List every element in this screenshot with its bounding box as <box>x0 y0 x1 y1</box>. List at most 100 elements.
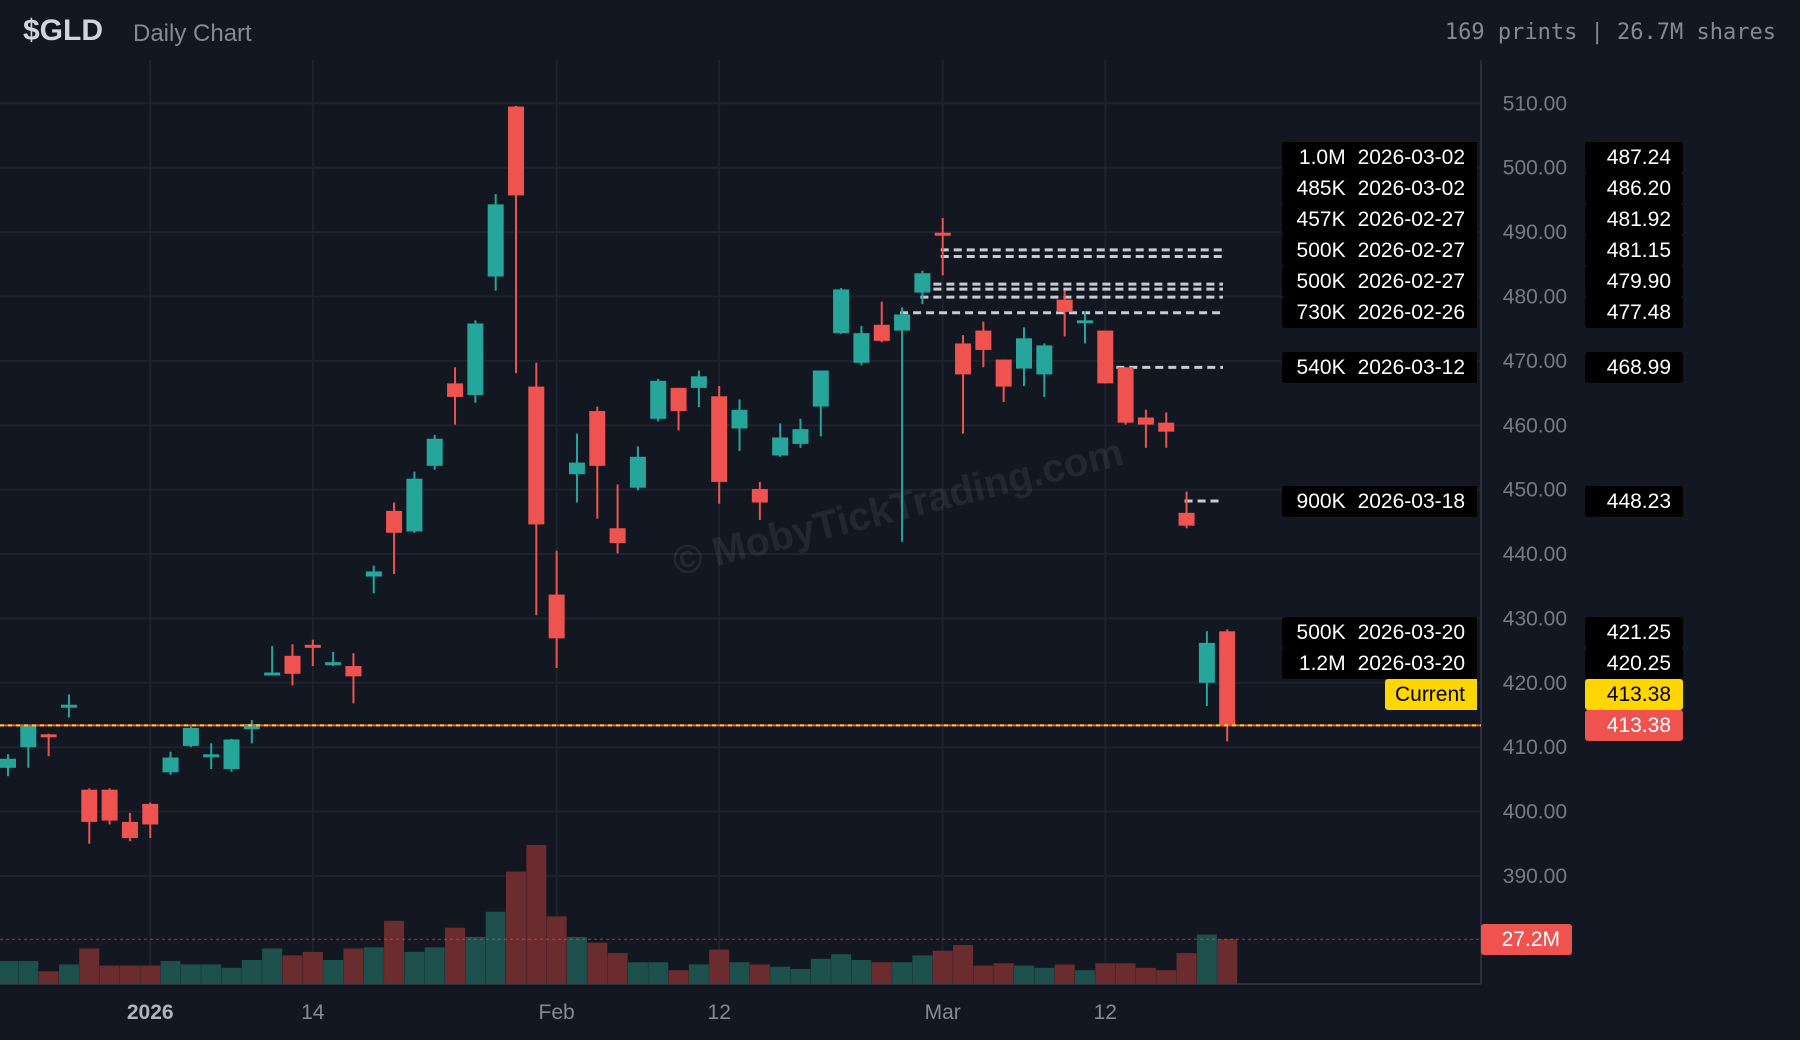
chart-subtitle: Daily Chart <box>133 20 252 47</box>
candle-body <box>406 478 423 532</box>
candle-body <box>1137 417 1154 425</box>
current-label: Current <box>1385 678 1477 710</box>
block-size: 457K <box>1296 208 1346 232</box>
volume-bar <box>485 911 506 984</box>
x-tick-label: Mar <box>925 1001 961 1024</box>
volume-bar <box>404 951 425 984</box>
volume-bar <box>506 871 526 984</box>
candle-body <box>264 672 281 676</box>
y-tick-label: 410.00 <box>1503 736 1567 759</box>
candle-body <box>1178 512 1195 526</box>
candle-body <box>1198 642 1215 683</box>
candle-body <box>1036 345 1053 375</box>
volume-bar <box>790 969 811 984</box>
candle-body <box>670 387 687 412</box>
watermark: © MobyTickTrading.com <box>668 430 1127 584</box>
candle-body <box>833 289 850 334</box>
y-tick-label: 450.00 <box>1503 479 1567 502</box>
candle-body <box>142 803 159 825</box>
block-size: 500K <box>1296 270 1346 294</box>
candle-body <box>40 734 57 738</box>
volume-bar <box>770 966 791 984</box>
candle-body <box>386 510 403 533</box>
volume-bar <box>38 971 59 984</box>
volume-bar <box>871 962 892 984</box>
block-print-price: 420.25 <box>1585 647 1683 679</box>
block-size: 540K <box>1296 355 1346 379</box>
volume-bar <box>384 920 405 984</box>
volume-bar <box>729 962 750 984</box>
x-tick-label: 12 <box>708 1001 731 1024</box>
block-print-label: 500K 2026-03-20 <box>1282 616 1477 648</box>
volume-bar <box>58 964 79 984</box>
volume-bar <box>851 959 872 984</box>
volume-bar <box>445 927 466 984</box>
candle-body <box>711 396 728 482</box>
volume-bar <box>1135 967 1156 984</box>
volume-bar <box>79 948 100 984</box>
block-date: 2026-03-20 <box>1357 620 1465 644</box>
volume-bar <box>221 967 242 984</box>
volume-bar <box>282 955 303 984</box>
volume-bar <box>262 948 283 984</box>
block-date: 2026-03-02 <box>1357 177 1465 201</box>
volume-bar <box>993 963 1014 984</box>
volume-label: 27.2M <box>1481 924 1572 956</box>
y-tick-label: 460.00 <box>1503 414 1567 437</box>
block-print-label: 500K 2026-02-27 <box>1282 235 1477 267</box>
block-print-price: 477.48 <box>1585 297 1683 329</box>
candle-body <box>1158 422 1175 432</box>
last-price-label: 413.38 <box>1585 709 1683 741</box>
candle-body <box>101 789 118 821</box>
candle-body <box>487 204 504 277</box>
volume-bar <box>810 958 831 984</box>
y-tick-label: 390.00 <box>1503 865 1567 888</box>
candle-body <box>772 437 789 456</box>
candle-body <box>304 644 321 648</box>
volume-bar <box>1074 970 1095 984</box>
candle-body <box>426 438 443 466</box>
block-print-label: 540K 2026-03-12 <box>1282 351 1477 383</box>
candle-body <box>1219 631 1236 726</box>
candle-body <box>203 754 220 758</box>
x-tick-label: Feb <box>539 1001 575 1024</box>
candle-body <box>548 594 565 639</box>
volume-bar <box>749 964 770 984</box>
block-size: 500K <box>1296 239 1346 263</box>
volume-bar <box>201 964 222 984</box>
x-tick-label: 12 <box>1094 1001 1117 1024</box>
prints-stats: 169 prints | 26.7M shares <box>1444 20 1776 45</box>
y-tick-label: 510.00 <box>1503 92 1567 115</box>
y-tick-label: 470.00 <box>1503 350 1567 373</box>
candle-body <box>731 409 748 429</box>
volume-bar <box>892 962 913 984</box>
block-date: 2026-02-27 <box>1357 239 1465 263</box>
block-print-price: 448.23 <box>1585 485 1683 517</box>
volume-bar <box>648 962 669 984</box>
volume-bar <box>1156 970 1177 984</box>
volume-bar <box>1115 963 1136 984</box>
block-print-price: 487.24 <box>1585 142 1683 174</box>
candle-body <box>223 739 240 770</box>
candle-body <box>1056 299 1073 312</box>
y-tick-label: 480.00 <box>1503 285 1567 308</box>
block-print-label: 730K 2026-02-26 <box>1282 297 1477 329</box>
block-print-label: 1.0M 2026-03-02 <box>1282 142 1477 174</box>
volume-bar <box>526 845 547 984</box>
candle-body <box>995 359 1012 387</box>
block-print-label: 900K 2026-03-18 <box>1282 485 1477 517</box>
candle-body <box>508 106 524 196</box>
volume-bar <box>1095 963 1116 984</box>
current-price-label: 413.38 <box>1585 678 1683 710</box>
block-print-label: 457K 2026-02-27 <box>1282 204 1477 236</box>
volume-bar <box>668 970 689 984</box>
candle-body <box>568 462 585 475</box>
volume-bar <box>0 960 18 984</box>
y-tick-label: 440.00 <box>1503 543 1567 566</box>
volume-bar <box>709 949 730 984</box>
candle-body <box>0 758 16 768</box>
candle-body <box>325 662 342 666</box>
volume-bar <box>1217 939 1238 984</box>
volume-bar <box>607 953 628 984</box>
